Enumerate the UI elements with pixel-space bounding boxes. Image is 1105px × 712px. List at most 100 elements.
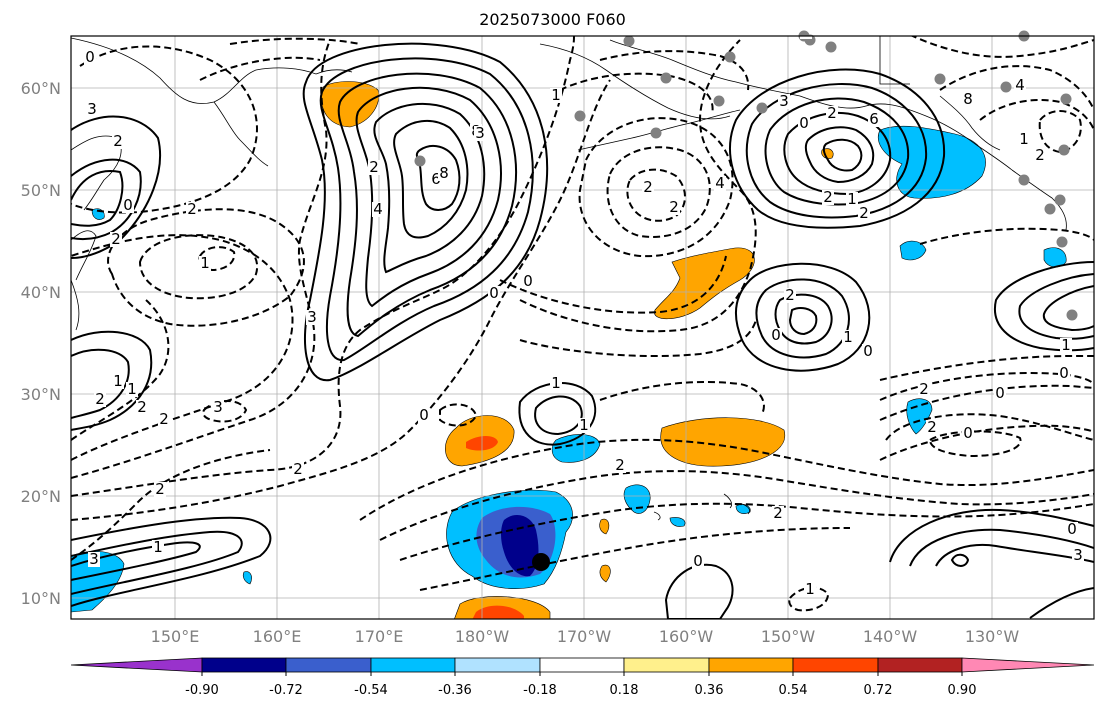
contour-label-backdrop: [368, 160, 380, 175]
lat-label: 60°N: [21, 79, 61, 98]
contour-label-backdrop: [488, 286, 500, 301]
lat-label: 40°N: [21, 283, 61, 302]
contour-label: 4: [373, 200, 383, 218]
contour-label-backdrop: [926, 420, 938, 435]
negative-anomaly-shading: [623, 484, 651, 514]
lon-label: 150°E: [151, 627, 200, 646]
contour-label-backdrop: [578, 418, 590, 433]
contour-label: 4: [715, 174, 725, 192]
lat-label: 50°N: [21, 181, 61, 200]
contour-label: 0: [523, 272, 533, 290]
colorbar-segment: [201, 657, 287, 673]
contour-label: 3: [475, 124, 485, 142]
positive-anomaly-shading: [320, 81, 380, 128]
lon-label: 160°E: [253, 627, 302, 646]
negative-anomaly-shading: [669, 517, 686, 527]
contour-label: 2: [773, 504, 783, 522]
contour-label: 0: [419, 406, 429, 424]
contour-label-backdrop: [212, 400, 224, 415]
contour-label-backdrop: [994, 386, 1006, 401]
negative-anomaly-shading: [242, 571, 252, 585]
contour-label: 2: [369, 158, 379, 176]
colorbar-segment: [370, 657, 456, 673]
contour-label: 2: [785, 286, 795, 304]
lon-label: 140°W: [863, 627, 918, 646]
contour-label-backdrop: [798, 116, 810, 131]
contour-label: 0: [963, 424, 973, 442]
contour-label: 8: [963, 90, 973, 108]
contour-label-backdrop: [962, 92, 974, 107]
contour-label-backdrop: [1034, 148, 1046, 163]
colorbar-label: -0.36: [438, 683, 472, 698]
contour-label: 2: [927, 418, 937, 436]
station-markers: [414, 30, 1078, 321]
lat-axis: 60°N 50°N 40°N 30°N 20°N 10°N: [21, 79, 61, 608]
lat-label: 20°N: [21, 487, 61, 506]
contour-label: 0: [863, 342, 873, 360]
contour-label: 2: [859, 204, 869, 222]
contour-label: 0: [693, 552, 703, 570]
positive-anomaly-shading: [654, 247, 755, 320]
contour-label-backdrop: [84, 50, 96, 65]
colorbar-label: 0.54: [779, 683, 808, 698]
lon-label: 170°E: [355, 627, 404, 646]
contour-label-backdrop: [112, 374, 124, 389]
contour-label-backdrop: [842, 330, 854, 345]
lon-label: 150°W: [761, 627, 816, 646]
contour-label: 2: [159, 410, 169, 428]
negative-anomaly-shading: [899, 240, 927, 261]
lat-label: 30°N: [21, 385, 61, 404]
contour-label-backdrop: [800, 36, 812, 39]
contour-label: 2: [615, 456, 625, 474]
lon-axis: 150°E 160°E 170°E 180°W 170°W 160°W 150°…: [151, 627, 1020, 646]
contour-label-backdrop: [962, 426, 974, 441]
colorbar-label: -0.72: [269, 683, 303, 698]
colorbar-label: 0.90: [948, 683, 977, 698]
contour-label-backdrop: [862, 344, 874, 359]
contour-label-backdrop: [550, 376, 562, 391]
contour-label: 1: [805, 580, 815, 598]
contour-label-backdrop: [136, 400, 148, 415]
positive-anomaly-shading: [599, 564, 611, 583]
contour-label-backdrop: [154, 482, 166, 497]
contour-label-backdrop: [522, 274, 534, 289]
contour-label: 6: [431, 170, 441, 188]
contour-label: 3: [89, 550, 99, 568]
contour-label: 2: [95, 390, 105, 408]
contour-label: 0: [799, 114, 809, 132]
contour-label: 0: [1059, 364, 1069, 382]
contour-label: 2: [1035, 146, 1045, 164]
contour-label-backdrop: [94, 392, 106, 407]
contour-label: 1: [113, 372, 123, 390]
contour-label: 3: [1073, 546, 1083, 564]
lon-label: 170°W: [557, 627, 612, 646]
contour-label: 2: [643, 178, 653, 196]
contour-label-backdrop: [858, 206, 870, 221]
contour-label: 0: [489, 284, 499, 302]
contour-label-backdrop: [199, 256, 211, 271]
storm-center-marker: [532, 553, 550, 571]
contour-label: 1: [847, 190, 857, 208]
contour-label-backdrop: [1060, 338, 1072, 353]
contour-label-backdrop: [668, 200, 680, 215]
map-frame: [70, 35, 1095, 620]
contour-label-backdrop: [804, 582, 816, 597]
lon-label: 130°W: [965, 627, 1020, 646]
contour-label: 1: [801, 22, 811, 40]
contour-label: 1: [127, 380, 137, 398]
contour-label: 3: [213, 398, 223, 416]
colorbar-segments: [70, 657, 1095, 673]
contour-label-backdrop: [550, 88, 562, 103]
contour-label-backdrop: [372, 202, 384, 217]
contour-label: 2: [187, 200, 197, 218]
colorbar-segment: [877, 657, 963, 673]
contour-label: 1: [1061, 336, 1071, 354]
contour-label-backdrop: [826, 106, 838, 121]
lon-label: 180°W: [455, 627, 510, 646]
positive-anomaly-core: [472, 605, 524, 619]
contour-label: 2: [827, 104, 837, 122]
colorbar-label: -0.90: [185, 683, 219, 698]
contour-label-backdrop: [418, 408, 430, 423]
contour-label: 4: [1015, 76, 1025, 94]
